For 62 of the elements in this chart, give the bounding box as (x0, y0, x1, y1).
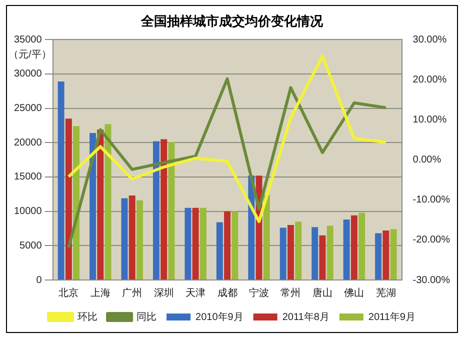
legend-label: 2010年9月 (196, 310, 244, 323)
bar (232, 211, 238, 280)
legend-label: 同比 (136, 310, 157, 323)
bar (121, 198, 128, 280)
bar (152, 141, 160, 280)
bar (224, 211, 231, 280)
bar (128, 196, 136, 280)
x-tick-label: 芜湖 (376, 286, 396, 299)
y-axis-title: （元/平） (8, 49, 52, 60)
x-tick-label: 深圳 (154, 286, 174, 299)
bar (90, 133, 96, 280)
bar (263, 194, 270, 280)
x-tick-label: 广州 (122, 286, 142, 299)
y-tick-label: 35000 (14, 34, 42, 46)
bar (287, 225, 294, 280)
bar (216, 222, 223, 280)
bar (312, 227, 318, 280)
bar (358, 212, 366, 280)
bar (350, 215, 358, 280)
y-tick-label: 25000 (14, 103, 42, 114)
bar (326, 226, 334, 280)
x-tick-label: 上海 (90, 286, 110, 299)
x-tick-label: 宁波 (249, 286, 270, 299)
bar (200, 208, 206, 280)
bar (65, 118, 72, 280)
x-tick-label: 常州 (280, 286, 301, 299)
bar (343, 220, 350, 280)
y2-tick-label: 30.00% (412, 34, 447, 46)
y-tick-label: 0 (36, 274, 42, 286)
legend-label: 2011年8月 (282, 310, 330, 323)
y2-tick-label: -30.00% (412, 274, 450, 286)
bar (390, 229, 397, 280)
bar (375, 233, 382, 280)
bar (184, 208, 192, 280)
y-tick-label: 20000 (14, 137, 42, 148)
x-tick-label: 成都 (217, 286, 238, 299)
bar (319, 235, 326, 280)
legend-label: 2011年9月 (368, 310, 416, 323)
y2-tick-label: 10.00% (412, 114, 447, 126)
bar (58, 82, 64, 280)
y-tick-label: 5000 (20, 240, 42, 252)
y-tick-label: 30000 (14, 68, 42, 80)
bar (168, 142, 175, 280)
bar (295, 222, 302, 280)
y2-tick-label: 20.00% (412, 74, 447, 86)
bar (160, 139, 168, 280)
bar (280, 228, 286, 280)
bar (192, 208, 199, 280)
y2-tick-label: 0.00% (412, 154, 442, 166)
x-tick-label: 北京 (58, 286, 79, 299)
chart-title: 全国抽样城市成交均价变化情况 (140, 13, 324, 28)
bar (382, 230, 390, 280)
bar (97, 130, 104, 280)
y2-tick-label: -20.00% (412, 234, 450, 246)
y-tick-label: 10000 (14, 206, 42, 218)
y2-tick-label: -10.00% (412, 194, 450, 206)
bar (136, 200, 143, 280)
x-tick-label: 佛山 (344, 286, 364, 299)
x-tick-label: 天津 (186, 286, 206, 299)
x-tick-label: 唐山 (312, 286, 332, 299)
legend-label: 环比 (78, 310, 98, 323)
y-tick-label: 15000 (14, 172, 42, 183)
